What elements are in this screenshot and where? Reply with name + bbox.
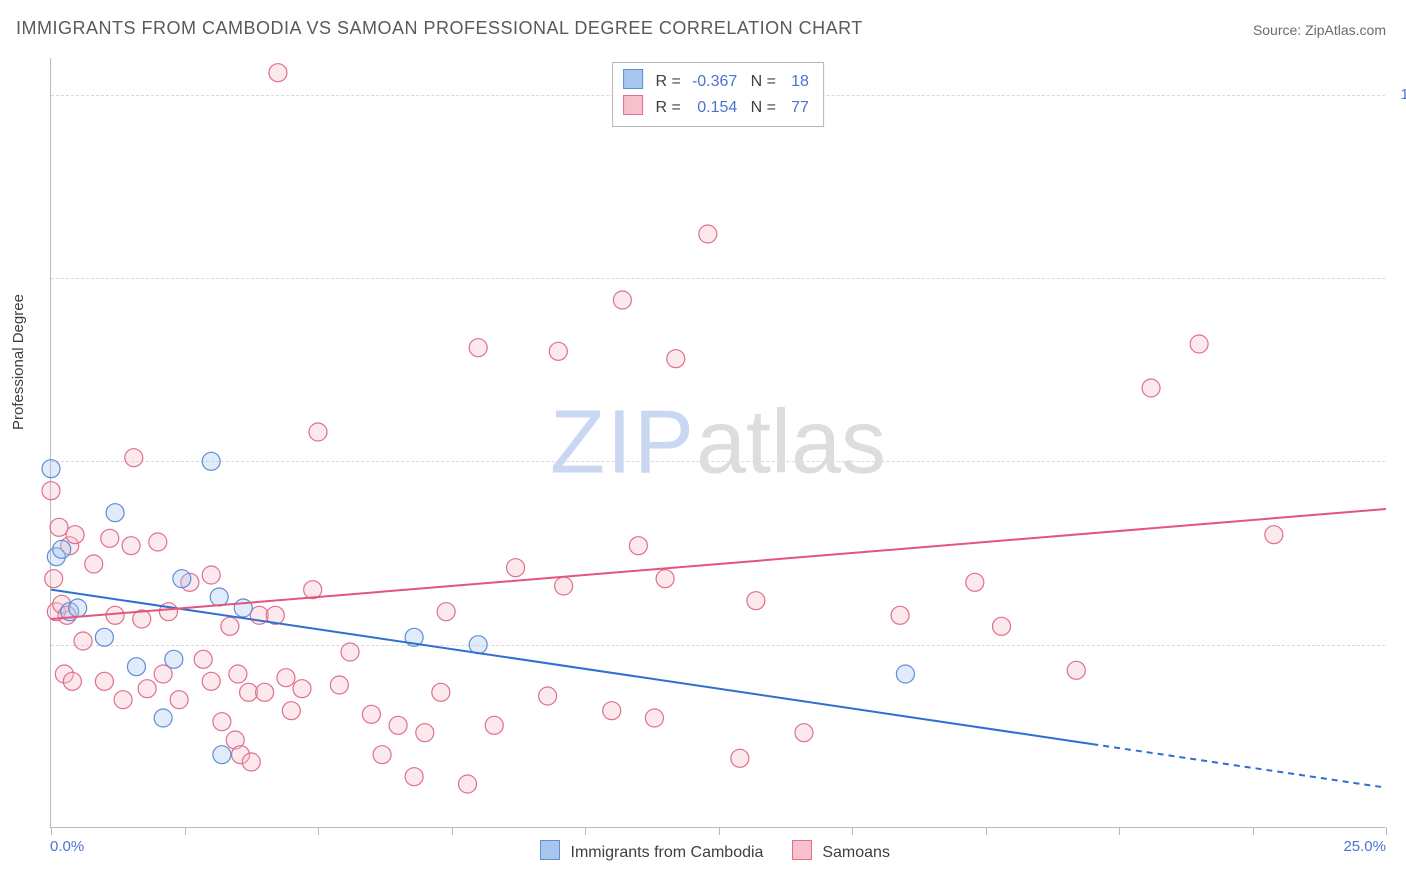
- swatch-cambodia: [623, 69, 643, 89]
- r-value-cambodia: -0.367: [685, 69, 737, 95]
- regression-line-samoans: [51, 509, 1386, 619]
- x-tick: [318, 827, 319, 835]
- footer-legend: Immigrants from Cambodia Samoans: [0, 840, 1406, 862]
- swatch-samoans: [623, 95, 643, 115]
- n-value-samoans: 77: [785, 95, 809, 121]
- stats-row-samoans: R = 0.154 N = 77: [623, 95, 809, 121]
- stats-row-cambodia: R = -0.367 N = 18: [623, 69, 809, 95]
- y-tick-label: 7.5%: [1393, 269, 1406, 286]
- source-credit: Source: ZipAtlas.com: [1253, 22, 1386, 38]
- x-tick: [185, 827, 186, 835]
- x-tick: [51, 827, 52, 835]
- y-tick-label: 5.0%: [1393, 452, 1406, 469]
- chart-title: IMMIGRANTS FROM CAMBODIA VS SAMOAN PROFE…: [16, 18, 863, 39]
- legend-label-samoans: Samoans: [822, 844, 890, 861]
- swatch-footer-cambodia: [540, 840, 560, 860]
- x-tick: [719, 827, 720, 835]
- y-axis-label: Professional Degree: [10, 294, 27, 430]
- r-value-samoans: 0.154: [685, 95, 737, 121]
- legend-label-cambodia: Immigrants from Cambodia: [571, 844, 764, 861]
- x-tick: [452, 827, 453, 835]
- swatch-footer-samoans: [792, 840, 812, 860]
- stats-legend-box: R = -0.367 N = 18 R = 0.154 N = 77: [612, 62, 824, 127]
- plot-area: ZIPatlas R = -0.367 N = 18 R = 0.154 N =…: [50, 58, 1385, 828]
- regression-line-cambodia-dashed: [1092, 744, 1386, 788]
- y-tick-label: 10.0%: [1393, 86, 1406, 103]
- regression-lines: [51, 58, 1385, 827]
- n-value-cambodia: 18: [785, 69, 809, 95]
- regression-line-cambodia: [51, 590, 1092, 744]
- x-tick: [1119, 827, 1120, 835]
- x-tick: [986, 827, 987, 835]
- x-tick: [852, 827, 853, 835]
- x-tick: [1386, 827, 1387, 835]
- x-tick: [1253, 827, 1254, 835]
- y-tick-label: 2.5%: [1393, 636, 1406, 653]
- x-tick: [585, 827, 586, 835]
